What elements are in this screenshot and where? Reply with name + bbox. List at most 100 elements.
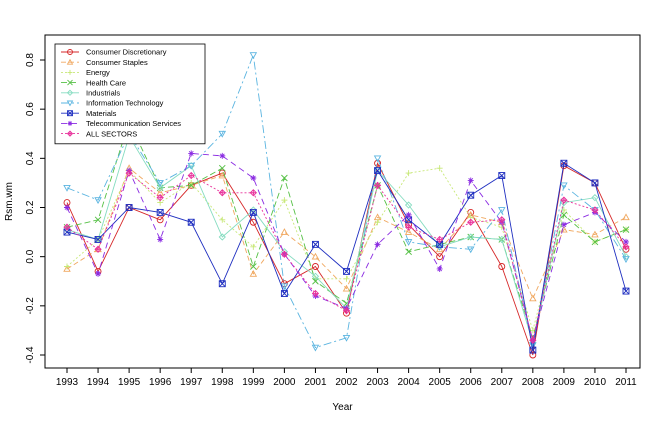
legend-label: Materials xyxy=(86,109,117,118)
x-tick-label: 1996 xyxy=(149,377,172,388)
data-point xyxy=(281,174,288,182)
data-point xyxy=(373,155,382,163)
data-point xyxy=(311,344,320,352)
data-point xyxy=(374,167,382,175)
data-point xyxy=(435,245,444,253)
data-point xyxy=(405,170,412,177)
data-point xyxy=(436,265,443,272)
legend-label: Industrials xyxy=(86,89,120,98)
data-point xyxy=(63,223,71,231)
data-point xyxy=(249,52,258,60)
x-tick-label: 2007 xyxy=(491,377,514,388)
data-point xyxy=(187,162,195,170)
data-point xyxy=(311,252,320,260)
legend-label: ALL SECTORS xyxy=(86,129,137,138)
data-point xyxy=(249,208,257,216)
legend-item: Industrials xyxy=(61,89,120,98)
data-point xyxy=(311,240,319,248)
data-point xyxy=(529,351,537,359)
data-point xyxy=(156,184,164,192)
data-point xyxy=(218,130,227,138)
data-point xyxy=(125,169,133,177)
data-point xyxy=(373,181,382,190)
series-line-consumer-staples xyxy=(66,167,627,300)
data-point xyxy=(219,152,226,159)
legend-label: Health Care xyxy=(86,78,126,87)
legend-marker xyxy=(66,58,74,65)
data-point xyxy=(157,236,164,243)
x-tick-label: 2002 xyxy=(335,377,358,388)
legend-marker xyxy=(67,69,73,75)
data-point xyxy=(94,236,102,243)
data-point xyxy=(405,211,412,218)
plot-area xyxy=(44,34,641,369)
data-point xyxy=(250,263,257,270)
y-tick-label: -0.4 xyxy=(25,346,36,364)
x-axis-title: Year xyxy=(332,402,353,413)
legend-label: Consumer Staples xyxy=(86,58,148,67)
data-point xyxy=(312,277,319,285)
data-point xyxy=(529,346,537,354)
plot-frame xyxy=(44,34,641,369)
x-tick-label: 1997 xyxy=(180,377,203,388)
x-tick-label: 1994 xyxy=(87,377,110,388)
data-point xyxy=(95,270,102,277)
legend-marker xyxy=(66,89,74,96)
data-point xyxy=(249,269,258,277)
data-point xyxy=(188,150,195,157)
data-point xyxy=(156,216,164,224)
legend-label: Telecommunication Services xyxy=(86,119,181,128)
data-point xyxy=(498,235,506,244)
legend-label: Consumer Discretionary xyxy=(86,48,167,57)
data-point xyxy=(591,194,599,202)
data-point xyxy=(63,184,71,192)
data-point xyxy=(156,180,164,187)
legend-marker xyxy=(67,79,73,86)
data-point xyxy=(94,216,102,224)
data-point xyxy=(436,235,444,244)
data-point xyxy=(404,201,413,209)
data-point xyxy=(374,219,381,226)
legend-item: Consumer Staples xyxy=(61,58,148,67)
y-tick-label: 0.6 xyxy=(25,102,36,116)
series-materials xyxy=(63,159,630,354)
data-point xyxy=(63,265,71,272)
data-point xyxy=(622,256,630,264)
y-tick-label: -0.2 xyxy=(25,297,36,315)
data-point xyxy=(218,171,227,179)
x-axis: 1993 1994 1995 1996 1997 1998 1999 2000 2001 2002… xyxy=(56,368,637,388)
data-point xyxy=(280,228,289,235)
data-point xyxy=(591,230,599,238)
data-point xyxy=(249,189,257,197)
data-point xyxy=(342,334,351,342)
data-point xyxy=(498,263,506,270)
y-tick-label: 0.8 xyxy=(25,53,36,67)
data-point xyxy=(187,182,195,189)
data-point xyxy=(591,179,599,187)
data-point xyxy=(343,275,350,282)
data-point xyxy=(404,223,413,231)
legend-marker xyxy=(67,49,73,55)
data-point xyxy=(622,287,630,295)
data-point xyxy=(218,280,226,288)
y-axis: -0.4 -0.2 0.0 0.2 0.4 0.6 0.8 xyxy=(25,53,45,364)
data-point xyxy=(560,182,568,190)
data-point xyxy=(467,177,474,184)
data-point xyxy=(342,284,351,292)
data-point xyxy=(560,221,567,228)
y-tick-label: 0.0 xyxy=(25,249,36,263)
data-point xyxy=(404,239,413,246)
data-point xyxy=(404,228,413,235)
data-point xyxy=(343,267,350,275)
data-point xyxy=(529,336,537,344)
data-point xyxy=(498,172,506,179)
data-point xyxy=(311,263,319,270)
data-point xyxy=(622,226,630,233)
data-point xyxy=(64,204,70,211)
data-point xyxy=(156,194,164,202)
data-point xyxy=(529,294,537,302)
y-tick-label: 0.2 xyxy=(25,200,36,214)
y-tick-label: 0.4 xyxy=(25,151,36,165)
x-tick-label: 2000 xyxy=(273,377,296,388)
